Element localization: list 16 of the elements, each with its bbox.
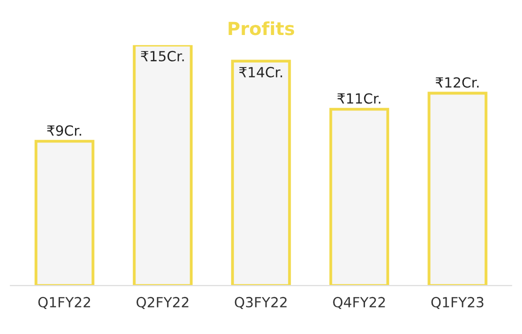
x-tick-label: Q1FY22 — [38, 296, 90, 310]
data-label: ₹14Cr. — [239, 66, 282, 78]
x-tick-label: Q1FY23 — [431, 296, 484, 310]
x-tick-label: Q2FY22 — [136, 296, 188, 310]
data-label: ₹12Cr. — [436, 77, 479, 88]
data-label: ₹15Cr. — [140, 50, 184, 62]
data-label: ₹9Cr. — [47, 125, 82, 136]
bar — [34, 140, 94, 286]
x-tick-label: Q3FY22 — [234, 296, 287, 310]
data-label: ₹11Cr. — [337, 93, 380, 104]
bar — [231, 60, 291, 286]
bar — [132, 45, 193, 286]
bar — [428, 92, 488, 286]
chart-title: Profits — [228, 21, 294, 36]
bar — [329, 108, 390, 286]
x-tick-label: Q4FY22 — [333, 296, 385, 310]
